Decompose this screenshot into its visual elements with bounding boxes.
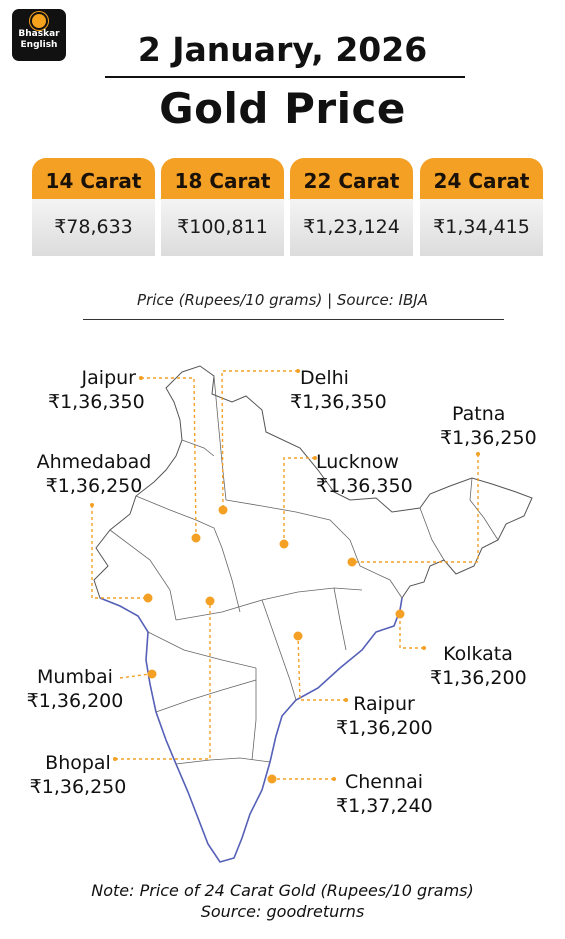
price-card-22: 22 Carat ₹1,23,124	[290, 158, 413, 256]
date-heading: 2 January, 2026	[137, 30, 428, 69]
price-card-18: 18 Carat ₹100,811	[161, 158, 284, 256]
logo-line1: Bhaskar	[18, 29, 60, 39]
city-name: Patna	[452, 403, 506, 425]
city-jaipur: Jaipur	[70, 366, 136, 390]
city-name: Chennai	[344, 771, 423, 793]
card-label: 22 Carat	[290, 158, 413, 199]
city-price: ₹1,36,250	[29, 776, 127, 798]
divider	[105, 76, 465, 78]
price-caption: Price (Rupees/10 grams) | Source: IBJA	[137, 291, 428, 309]
card-value: ₹1,34,415	[420, 199, 543, 256]
marker-patna	[347, 557, 357, 567]
city-name: Bhopal	[45, 752, 111, 774]
card-label: 14 Carat	[32, 158, 155, 199]
card-label: 24 Carat	[420, 158, 543, 199]
city-price: ₹1,36,200	[430, 667, 527, 689]
city-chennai: Chennai ₹1,37,240	[336, 770, 433, 818]
city-price: ₹1,37,240	[336, 795, 433, 817]
dot-lucknow	[313, 456, 317, 460]
city-jaipur-price: ₹1,36,350	[48, 390, 188, 414]
marker-raipur	[293, 631, 303, 641]
page-title: Gold Price	[159, 84, 406, 133]
marker-lucknow	[279, 539, 289, 549]
marker-jaipur	[191, 533, 201, 543]
city-price: ₹1,36,200	[26, 690, 124, 712]
city-mumbai: Mumbai ₹1,36,200	[26, 665, 124, 713]
logo-line2: English	[20, 40, 58, 50]
city-name: Ahmedabad	[36, 451, 152, 473]
dot-patna	[476, 452, 480, 456]
city-name: Delhi	[300, 367, 349, 389]
marker-delhi	[218, 505, 228, 515]
city-price: ₹1,36,350	[316, 475, 413, 497]
city-markers	[90, 369, 480, 784]
city-price: ₹1,36,250	[440, 427, 537, 449]
city-patna: Patna	[452, 402, 505, 426]
city-price: ₹1,36,350	[48, 391, 145, 413]
city-price: ₹1,36,250	[45, 475, 143, 497]
city-price: ₹1,36,200	[336, 717, 433, 739]
city-raipur: Raipur ₹1,36,200	[336, 692, 433, 740]
price-cards: 14 Carat ₹78,633 18 Carat ₹100,811 22 Ca…	[32, 158, 543, 256]
dot-ahmedabad	[90, 503, 94, 507]
marker-chennai	[267, 774, 277, 784]
note-source: Source: goodreturns	[200, 902, 365, 921]
city-ahmedabad: Ahmedabad ₹1,36,250	[28, 450, 160, 498]
dot-chennai	[332, 777, 336, 781]
price-card-24: 24 Carat ₹1,34,415	[420, 158, 543, 256]
card-value: ₹78,633	[32, 199, 155, 256]
footnote: Note: Price of 24 Carat Gold (Rupees/10 …	[0, 880, 565, 922]
dot-kolkata	[422, 646, 426, 650]
card-value: ₹100,811	[161, 199, 284, 256]
city-name: Raipur	[353, 693, 415, 715]
city-name: Jaipur	[81, 367, 136, 389]
city-price: ₹1,36,350	[290, 391, 387, 413]
marker-bhopal	[205, 596, 215, 606]
note-text: Note: Price of 24 Carat Gold (Rupees/10 …	[91, 881, 474, 900]
city-delhi-price: ₹1,36,350	[290, 390, 387, 414]
dot-delhi	[296, 369, 300, 373]
city-lucknow: Lucknow ₹1,36,350	[316, 450, 413, 498]
marker-kolkata	[395, 609, 405, 619]
state-borders	[109, 375, 499, 765]
price-card-14: 14 Carat ₹78,633	[32, 158, 155, 256]
city-delhi: Delhi	[300, 366, 349, 390]
marker-ahmedabad	[143, 593, 153, 603]
dot-jaipur	[139, 376, 143, 380]
india-map	[90, 365, 533, 863]
city-bhopal: Bhopal ₹1,36,250	[28, 751, 128, 799]
city-name: Mumbai	[37, 666, 113, 688]
dot-bhopal	[113, 757, 117, 761]
bhaskar-logo: Bhaskar English	[12, 9, 66, 61]
city-name: Lucknow	[316, 451, 399, 473]
city-name: Kolkata	[443, 643, 513, 665]
marker-mumbai	[147, 669, 157, 679]
dot-raipur	[344, 698, 348, 702]
divider	[83, 319, 504, 320]
city-patna-price: ₹1,36,250	[440, 426, 537, 450]
leader-lines	[91, 370, 479, 780]
sun-icon	[32, 14, 46, 28]
city-kolkata: Kolkata ₹1,36,200	[430, 642, 527, 690]
card-value: ₹1,23,124	[290, 199, 413, 256]
card-label: 18 Carat	[161, 158, 284, 199]
